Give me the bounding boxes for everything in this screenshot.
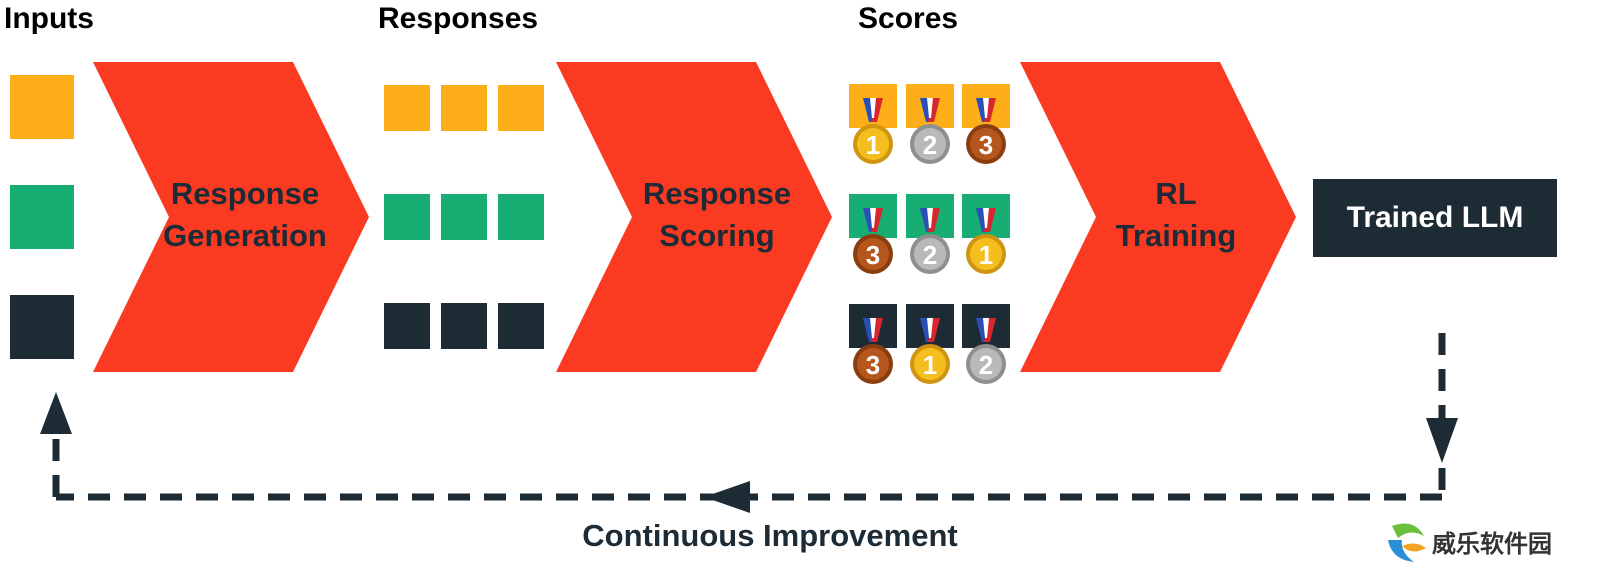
score-cell: 2 — [906, 194, 954, 284]
medal-rank-label: 1 — [979, 240, 993, 270]
stage-label-line1: Response — [642, 176, 792, 211]
stage-label-line1: RL — [1155, 176, 1197, 211]
response-square — [498, 303, 544, 349]
stage-label: Response Scoring — [556, 173, 832, 257]
inputs-header: Inputs — [4, 2, 94, 35]
score-cell: 3 — [849, 304, 897, 394]
score-cell: 1 — [906, 304, 954, 394]
stage-label: Response Generation — [93, 173, 369, 257]
medal-rank-label: 2 — [979, 350, 993, 380]
stage-label-line2: Scoring — [659, 218, 775, 253]
medal-icon: 3 — [853, 208, 893, 274]
responses-header: Responses — [378, 2, 539, 35]
stage-response-generation: Response Generation — [93, 62, 369, 372]
medal-rank-label: 2 — [923, 240, 937, 270]
input-square-orange — [10, 75, 74, 139]
medal-icon: 1 — [966, 208, 1006, 274]
response-square — [384, 303, 430, 349]
response-square — [441, 194, 487, 240]
medal-icon: 2 — [910, 98, 950, 164]
continuous-improvement-label: Continuous Improvement — [582, 518, 958, 553]
input-square-green — [10, 185, 74, 249]
response-square — [441, 85, 487, 131]
chevron-arrow-shape — [93, 62, 369, 372]
stage-label: RL Training — [1020, 173, 1296, 257]
medal-icon: 2 — [910, 208, 950, 274]
score-cell: 2 — [962, 304, 1010, 394]
stage-label-line1: Response — [170, 176, 320, 211]
input-square-navy — [10, 295, 74, 359]
medal-rank-label: 2 — [923, 130, 937, 160]
stage-label-line2: Generation — [163, 218, 327, 253]
response-square — [498, 194, 544, 240]
arrow-left-icon — [704, 481, 750, 513]
medal-icon: 2 — [966, 318, 1006, 384]
medal-icon: 3 — [853, 318, 893, 384]
arrow-down-icon — [1426, 418, 1458, 463]
response-square — [498, 85, 544, 131]
medal-rank-label: 3 — [866, 240, 880, 270]
stage-response-scoring: Response Scoring — [556, 62, 832, 372]
stage-label-line2: Training — [1115, 218, 1237, 253]
score-cell: 3 — [849, 194, 897, 284]
response-square — [384, 85, 430, 131]
stage-rl-training: RL Training — [1020, 62, 1296, 372]
medal-rank-label: 1 — [866, 130, 880, 160]
watermark-text: 威乐软件园 — [1432, 530, 1552, 558]
score-cell: 1 — [849, 84, 897, 174]
score-cell: 3 — [962, 84, 1010, 174]
medal-icon: 1 — [853, 98, 893, 164]
response-square — [441, 303, 487, 349]
medal-rank-label: 1 — [923, 350, 937, 380]
score-cell: 1 — [962, 194, 1010, 284]
medal-icon: 3 — [966, 98, 1006, 164]
chevron-arrow-shape — [556, 62, 832, 372]
chevron-arrow-shape — [1020, 62, 1296, 372]
medal-icon: 1 — [910, 318, 950, 384]
trained-llm-box: Trained LLM — [1313, 179, 1557, 257]
response-square — [384, 194, 430, 240]
medal-rank-label: 3 — [979, 130, 993, 160]
medal-rank-label: 3 — [866, 350, 880, 380]
score-cell: 2 — [906, 84, 954, 174]
arrow-up-icon — [40, 392, 72, 434]
watermark-logo: 威乐软件园 — [1384, 512, 1594, 568]
scores-header: Scores — [858, 2, 959, 35]
swirl-logo-icon — [1388, 523, 1426, 562]
